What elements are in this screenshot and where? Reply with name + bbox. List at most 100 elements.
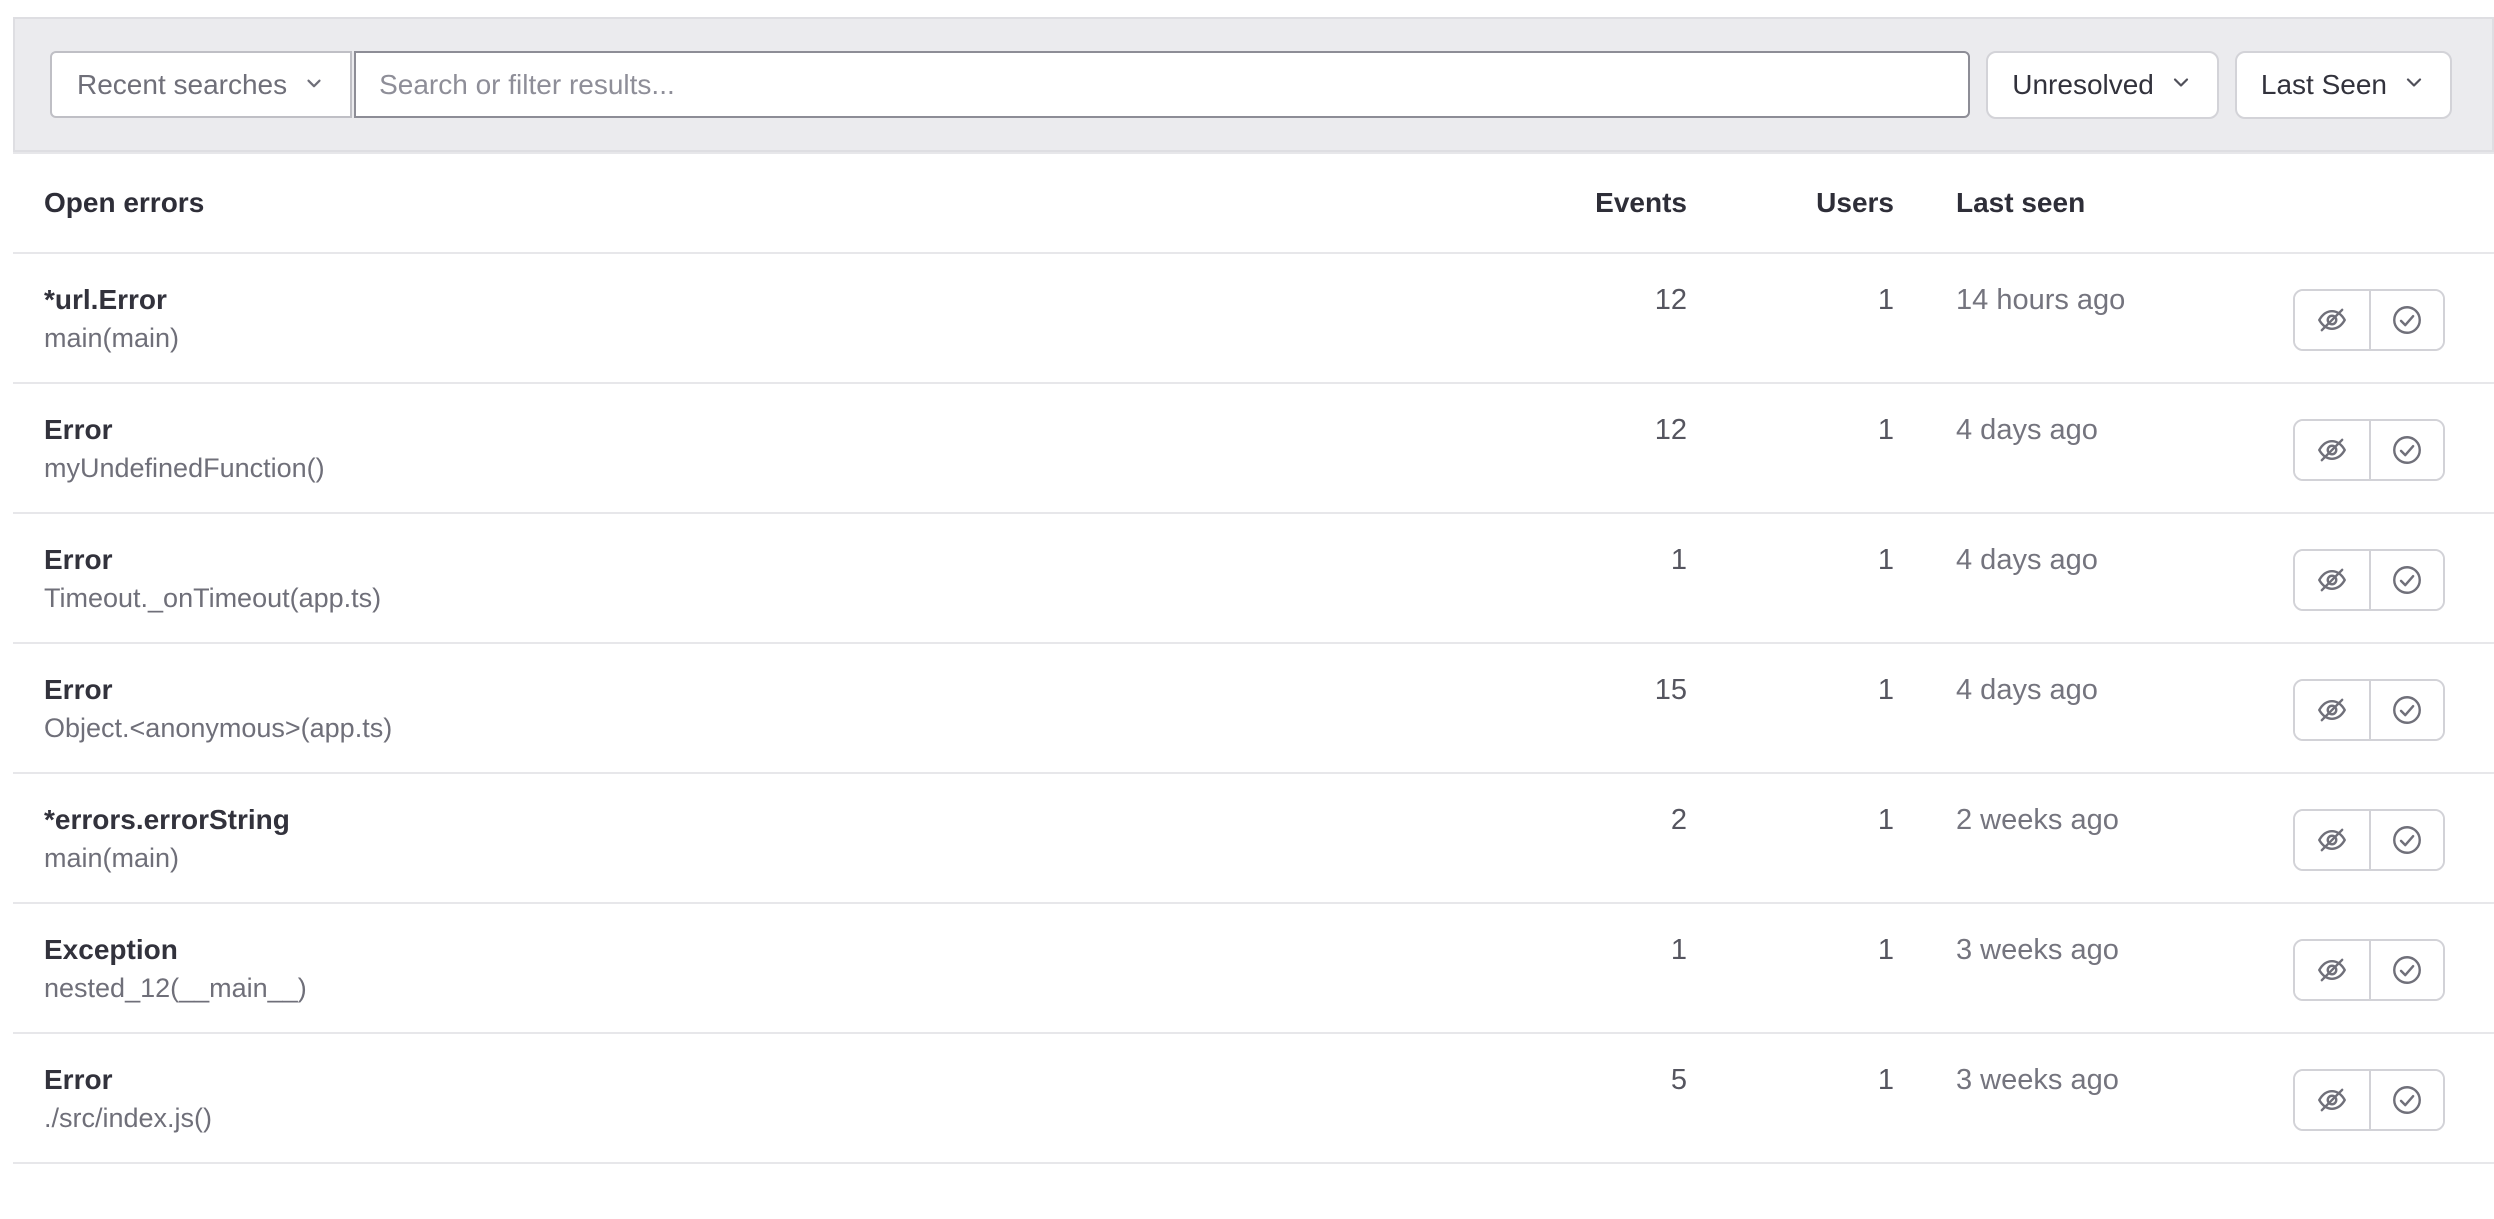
check-circle-icon — [2390, 953, 2424, 987]
error-culprit: Object.<anonymous>(app.ts) — [44, 713, 393, 743]
filter-bar: Recent searches Unresolved Last Seen — [13, 17, 2494, 152]
error-title-cell: Error ./src/index.js() — [44, 1061, 1567, 1162]
error-title-cell: Error Timeout._onTimeout(app.ts) — [44, 541, 1567, 642]
table-row: Error ./src/index.js() 5 1 3 weeks ago — [13, 1034, 2494, 1164]
recent-searches-label: Recent searches — [77, 68, 288, 100]
check-circle-icon — [2390, 823, 2424, 857]
sort-by-label: Last Seen — [2260, 68, 2387, 100]
events-count: 5 — [1670, 1064, 1687, 1096]
resolve-button[interactable] — [2369, 941, 2443, 999]
ignore-button[interactable] — [2295, 551, 2369, 609]
users-count: 1 — [1877, 804, 1894, 836]
row-actions-cell — [2286, 541, 2494, 642]
error-culprit: main(main) — [44, 843, 180, 873]
search-input[interactable] — [354, 51, 1971, 118]
issues-table: Open errors Events Users Last seen *url.… — [13, 152, 2494, 1164]
last-seen-value: 4 days ago — [1956, 674, 2098, 706]
row-actions-cell — [2286, 671, 2494, 772]
row-action-button-group — [2293, 939, 2445, 1001]
resolve-button[interactable] — [2369, 681, 2443, 739]
chevron-down-icon — [303, 69, 325, 101]
error-title-cell: *errors.errorString main(main) — [44, 801, 1567, 902]
resolve-button[interactable] — [2369, 1071, 2443, 1129]
resolve-button[interactable] — [2369, 421, 2443, 479]
table-header-row: Open errors Events Users Last seen — [13, 154, 2494, 254]
error-culprit: ./src/index.js() — [44, 1103, 213, 1133]
eye-off-icon — [2315, 433, 2349, 467]
last-seen-value: 14 hours ago — [1956, 284, 2126, 316]
ignore-button[interactable] — [2295, 291, 2369, 349]
eye-off-icon — [2315, 823, 2349, 857]
error-title-cell: Exception nested_12(__main__) — [44, 931, 1567, 1032]
sort-by-button[interactable]: Last Seen — [2234, 50, 2452, 119]
check-circle-icon — [2390, 693, 2424, 727]
error-culprit: nested_12(__main__) — [44, 973, 307, 1003]
events-count: 12 — [1654, 284, 1687, 316]
users-count: 1 — [1877, 1064, 1894, 1096]
eye-off-icon — [2315, 693, 2349, 727]
row-action-button-group — [2293, 549, 2445, 611]
users-count: 1 — [1877, 414, 1894, 446]
chevron-down-icon — [2169, 69, 2193, 101]
row-actions-cell — [2286, 1061, 2494, 1162]
error-title-cell: Error myUndefinedFunction() — [44, 411, 1567, 512]
column-header-open-errors: Open errors — [44, 187, 205, 218]
row-actions-cell — [2286, 931, 2494, 1032]
check-circle-icon — [2390, 1083, 2424, 1117]
row-actions-cell — [2286, 281, 2494, 382]
error-title-cell: *url.Error main(main) — [44, 281, 1567, 382]
error-title-link[interactable]: Error — [44, 544, 113, 575]
users-count: 1 — [1877, 544, 1894, 576]
ignore-button[interactable] — [2295, 681, 2369, 739]
table-row: Exception nested_12(__main__) 1 1 3 week… — [13, 904, 2494, 1034]
status-filter-button[interactable]: Unresolved — [1986, 50, 2219, 119]
eye-off-icon — [2315, 563, 2349, 597]
status-filter-label: Unresolved — [2012, 68, 2154, 100]
table-row: Error myUndefinedFunction() 12 1 4 days … — [13, 384, 2494, 514]
search-bar-group: Recent searches — [50, 51, 1971, 118]
events-count: 1 — [1670, 544, 1687, 576]
last-seen-value: 4 days ago — [1956, 544, 2098, 576]
last-seen-value: 2 weeks ago — [1956, 804, 2119, 836]
table-row: *url.Error main(main) 12 1 14 hours ago — [13, 254, 2494, 384]
error-title-link[interactable]: *errors.errorString — [44, 804, 290, 835]
error-title-link[interactable]: Error — [44, 674, 113, 705]
error-title-link[interactable]: Exception — [44, 934, 178, 965]
row-action-button-group — [2293, 419, 2445, 481]
events-count: 15 — [1654, 674, 1687, 706]
check-circle-icon — [2390, 433, 2424, 467]
row-action-button-group — [2293, 289, 2445, 351]
column-header-users: Users — [1816, 187, 1894, 218]
check-circle-icon — [2390, 303, 2424, 337]
resolve-button[interactable] — [2369, 811, 2443, 869]
row-actions-cell — [2286, 801, 2494, 902]
table-row: Error Object.<anonymous>(app.ts) 15 1 4 … — [13, 644, 2494, 774]
eye-off-icon — [2315, 303, 2349, 337]
error-title-cell: Error Object.<anonymous>(app.ts) — [44, 671, 1567, 772]
last-seen-value: 3 weeks ago — [1956, 1064, 2119, 1096]
error-culprit: main(main) — [44, 323, 180, 353]
column-header-last-seen: Last seen — [1956, 187, 2086, 218]
events-count: 12 — [1654, 414, 1687, 446]
users-count: 1 — [1877, 674, 1894, 706]
row-action-button-group — [2293, 1069, 2445, 1131]
users-count: 1 — [1877, 934, 1894, 966]
ignore-button[interactable] — [2295, 1071, 2369, 1129]
recent-searches-button[interactable]: Recent searches — [50, 51, 353, 118]
error-title-link[interactable]: Error — [44, 1064, 113, 1095]
check-circle-icon — [2390, 563, 2424, 597]
ignore-button[interactable] — [2295, 811, 2369, 869]
error-title-link[interactable]: Error — [44, 414, 113, 445]
table-row: *errors.errorString main(main) 2 1 2 wee… — [13, 774, 2494, 904]
ignore-button[interactable] — [2295, 421, 2369, 479]
last-seen-value: 4 days ago — [1956, 414, 2098, 446]
table-row: Error Timeout._onTimeout(app.ts) 1 1 4 d… — [13, 514, 2494, 644]
row-action-button-group — [2293, 809, 2445, 871]
error-title-link[interactable]: *url.Error — [44, 284, 167, 315]
events-count: 2 — [1670, 804, 1687, 836]
row-action-button-group — [2293, 679, 2445, 741]
resolve-button[interactable] — [2369, 551, 2443, 609]
error-culprit: myUndefinedFunction() — [44, 453, 325, 483]
ignore-button[interactable] — [2295, 941, 2369, 999]
resolve-button[interactable] — [2369, 291, 2443, 349]
